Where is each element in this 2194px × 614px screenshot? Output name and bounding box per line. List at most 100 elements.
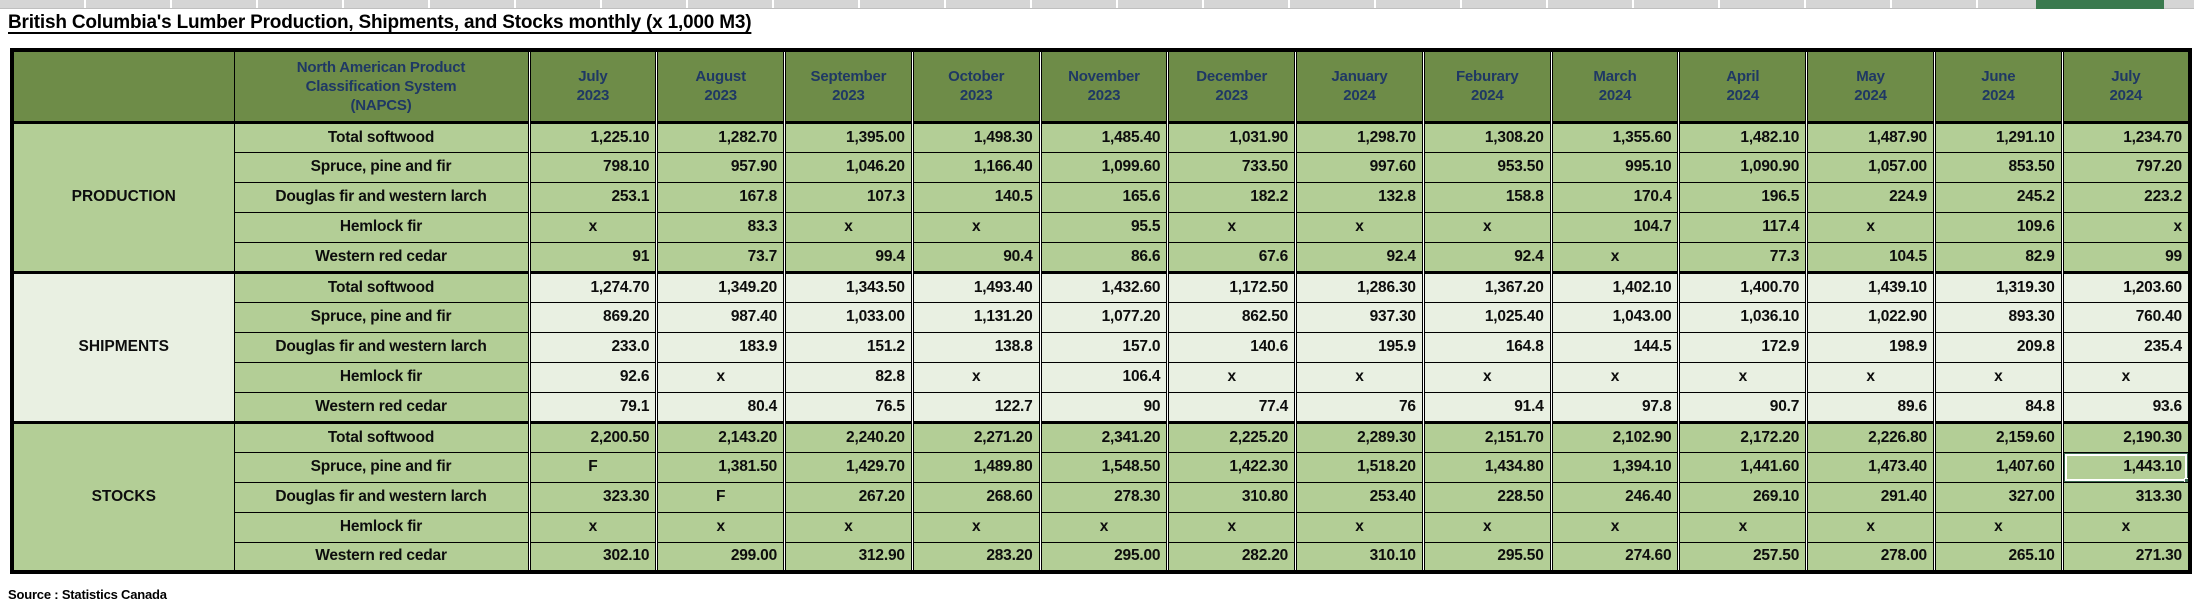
data-cell[interactable]: 302.10	[527, 541, 659, 573]
data-cell[interactable]: 82.8	[783, 361, 914, 393]
data-cell[interactable]: 2,226.80	[1805, 420, 1936, 453]
data-cell[interactable]: 1,439.10	[1805, 270, 1936, 303]
napcs-row-label[interactable]: Spruce, pine and fir	[233, 301, 530, 333]
data-cell[interactable]: 76	[1294, 391, 1425, 423]
data-cell[interactable]: 269.10	[1677, 481, 1809, 513]
data-cell[interactable]: 83.3	[655, 211, 787, 243]
data-cell[interactable]: 987.40	[655, 301, 787, 333]
data-cell[interactable]: 95.5	[1038, 211, 1170, 243]
section-label-stocks[interactable]: STOCKS	[11, 420, 235, 573]
data-cell[interactable]: 2,143.20	[655, 420, 787, 453]
data-cell[interactable]: 80.4	[655, 391, 787, 423]
napcs-row-label[interactable]: Western red cedar	[233, 241, 530, 273]
data-cell[interactable]: x	[1805, 361, 1936, 393]
data-cell[interactable]: x	[655, 361, 787, 393]
data-cell[interactable]: 1,286.30	[1294, 270, 1425, 303]
data-cell[interactable]: 165.6	[1038, 181, 1170, 213]
data-cell[interactable]: 1,518.20	[1294, 451, 1425, 483]
data-cell[interactable]: x	[1805, 511, 1936, 543]
corner-cell[interactable]	[11, 48, 235, 124]
data-cell[interactable]: 1,274.70	[527, 270, 659, 303]
data-cell[interactable]: 245.2	[1932, 181, 2064, 213]
data-cell[interactable]: 183.9	[655, 331, 787, 363]
data-cell[interactable]: 122.7	[910, 391, 1042, 423]
data-cell[interactable]: 265.10	[1932, 541, 2064, 573]
napcs-row-label[interactable]: Total softwood	[233, 270, 530, 303]
data-cell[interactable]: x	[2060, 211, 2192, 243]
data-cell[interactable]: x	[1549, 361, 1681, 393]
data-cell[interactable]: F	[527, 451, 659, 483]
data-cell[interactable]: 67.6	[1166, 241, 1298, 273]
data-cell[interactable]: 92.6	[527, 361, 659, 393]
data-cell[interactable]: 1,394.10	[1549, 451, 1681, 483]
data-cell[interactable]: 109.6	[1932, 211, 2064, 243]
napcs-header-cell[interactable]: North American Product Classification Sys…	[233, 48, 530, 124]
data-cell[interactable]: x	[1677, 361, 1809, 393]
data-cell[interactable]: 1,025.40	[1421, 301, 1553, 333]
selected-cell[interactable]: 1,443.10	[2060, 451, 2192, 483]
data-cell[interactable]: x	[1421, 211, 1553, 243]
data-cell[interactable]: x	[1166, 361, 1298, 393]
data-cell[interactable]: 1,234.70	[2060, 120, 2192, 153]
data-cell[interactable]: 2,289.30	[1294, 420, 1425, 453]
data-cell[interactable]: 140.5	[910, 181, 1042, 213]
data-cell[interactable]: 1,298.70	[1294, 120, 1425, 153]
month-header-april-2024[interactable]: April 2024	[1677, 48, 1809, 124]
data-cell[interactable]: 1,022.90	[1805, 301, 1936, 333]
month-header-july-2023[interactable]: July 2023	[527, 48, 659, 124]
data-cell[interactable]: 117.4	[1677, 211, 1809, 243]
data-cell[interactable]: 224.9	[1805, 181, 1936, 213]
data-cell[interactable]: 209.8	[1932, 331, 2064, 363]
data-cell[interactable]: x	[655, 511, 787, 543]
data-cell[interactable]: x	[2060, 361, 2192, 393]
data-cell[interactable]: 246.40	[1549, 481, 1681, 513]
data-cell[interactable]: x	[1932, 361, 2064, 393]
month-header-june-2024[interactable]: June 2024	[1932, 48, 2064, 124]
data-cell[interactable]: 1,485.40	[1038, 120, 1170, 153]
data-cell[interactable]: 997.60	[1294, 151, 1425, 183]
data-cell[interactable]: 278.30	[1038, 481, 1170, 513]
data-cell[interactable]: 106.4	[1038, 361, 1170, 393]
data-cell[interactable]: 90.4	[910, 241, 1042, 273]
data-cell[interactable]: 295.00	[1038, 541, 1170, 573]
data-cell[interactable]: 995.10	[1549, 151, 1681, 183]
data-cell[interactable]: 1,548.50	[1038, 451, 1170, 483]
data-cell[interactable]: 91.4	[1421, 391, 1553, 423]
data-cell[interactable]: 798.10	[527, 151, 659, 183]
data-cell[interactable]: 257.50	[1677, 541, 1809, 573]
data-cell[interactable]: 271.30	[2060, 541, 2192, 573]
section-label-production[interactable]: PRODUCTION	[11, 120, 235, 273]
data-cell[interactable]: 313.30	[2060, 481, 2192, 513]
napcs-row-label[interactable]: Spruce, pine and fir	[233, 451, 530, 483]
data-cell[interactable]: 1,033.00	[783, 301, 914, 333]
data-cell[interactable]: 295.50	[1421, 541, 1553, 573]
data-cell[interactable]: x	[1294, 511, 1425, 543]
data-cell[interactable]: 253.1	[527, 181, 659, 213]
month-header-december-2023[interactable]: December 2023	[1166, 48, 1298, 124]
data-cell[interactable]: 1,493.40	[910, 270, 1042, 303]
month-header-january-2024[interactable]: January 2024	[1294, 48, 1425, 124]
data-cell[interactable]: 1,400.70	[1677, 270, 1809, 303]
month-header-october-2023[interactable]: October 2023	[910, 48, 1042, 124]
data-cell[interactable]: 82.9	[1932, 241, 2064, 273]
fill-handle[interactable]	[2183, 477, 2187, 481]
data-cell[interactable]: x	[1805, 211, 1936, 243]
data-cell[interactable]: 1,225.10	[527, 120, 659, 153]
data-cell[interactable]: 299.00	[655, 541, 787, 573]
data-cell[interactable]: 77.4	[1166, 391, 1298, 423]
napcs-row-label[interactable]: Hemlock fir	[233, 361, 530, 393]
data-cell[interactable]: 1,090.90	[1677, 151, 1809, 183]
data-cell[interactable]: 282.20	[1166, 541, 1298, 573]
data-cell[interactable]: 1,395.00	[783, 120, 914, 153]
data-cell[interactable]: 1,441.60	[1677, 451, 1809, 483]
data-cell[interactable]: x	[1677, 511, 1809, 543]
data-cell[interactable]: 1,422.30	[1166, 451, 1298, 483]
data-cell[interactable]: 760.40	[2060, 301, 2192, 333]
napcs-row-label[interactable]: Spruce, pine and fir	[233, 151, 530, 183]
data-cell[interactable]: 99	[2060, 241, 2192, 273]
data-cell[interactable]: 84.8	[1932, 391, 2064, 423]
napcs-row-label[interactable]: Western red cedar	[233, 541, 530, 573]
data-cell[interactable]: x	[1549, 511, 1681, 543]
data-cell[interactable]: 267.20	[783, 481, 914, 513]
data-cell[interactable]: 198.9	[1805, 331, 1936, 363]
